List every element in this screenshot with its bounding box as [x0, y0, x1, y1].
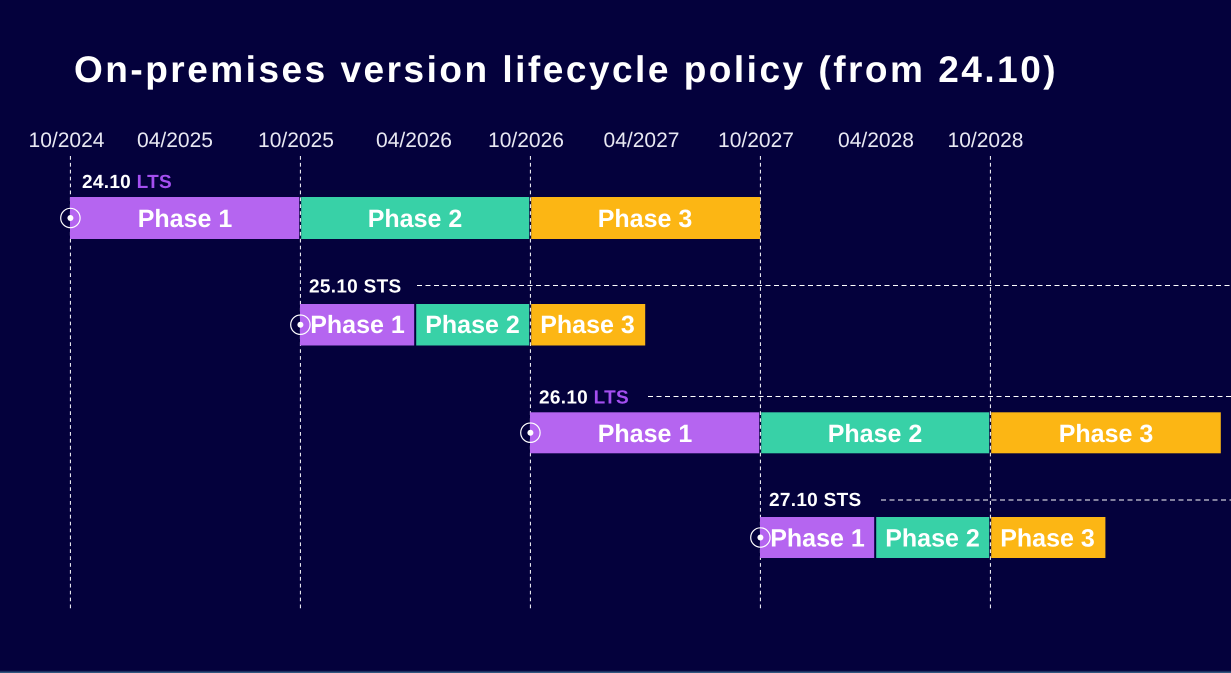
svg-text:Phase 2: Phase 2 — [828, 420, 923, 448]
svg-text:Phase 2: Phase 2 — [368, 205, 463, 233]
svg-text:24.10 LTS: 24.10 LTS — [82, 172, 172, 193]
svg-text:Phase 1: Phase 1 — [310, 311, 405, 339]
svg-text:Phase 3: Phase 3 — [1059, 420, 1154, 448]
svg-text:04/2028: 04/2028 — [838, 129, 914, 152]
svg-text:Phase 3: Phase 3 — [598, 205, 693, 233]
svg-text:10/2028: 10/2028 — [948, 129, 1024, 152]
svg-text:Phase 3: Phase 3 — [540, 311, 635, 339]
svg-text:04/2027: 04/2027 — [604, 129, 680, 152]
svg-text:Phase 1: Phase 1 — [598, 420, 693, 448]
svg-text:25.10 STS: 25.10 STS — [309, 277, 401, 298]
svg-text:Phase 2: Phase 2 — [425, 311, 520, 339]
svg-text:26.10 LTS: 26.10 LTS — [539, 388, 629, 409]
svg-text:On-premises version lifecycle: On-premises version lifecycle policy (fr… — [74, 49, 1058, 90]
svg-text:04/2026: 04/2026 — [376, 129, 452, 152]
svg-text:Phase 2: Phase 2 — [885, 525, 980, 553]
svg-text:10/2027: 10/2027 — [718, 129, 794, 152]
svg-text:Phase 3: Phase 3 — [1000, 525, 1095, 553]
svg-text:Phase 1: Phase 1 — [138, 205, 233, 233]
svg-text:10/2024: 10/2024 — [29, 129, 105, 152]
svg-text:04/2025: 04/2025 — [137, 129, 213, 152]
svg-text:Phase 1: Phase 1 — [770, 525, 865, 553]
svg-text:10/2025: 10/2025 — [258, 129, 334, 152]
svg-text:10/2026: 10/2026 — [488, 129, 564, 152]
svg-text:27.10 STS: 27.10 STS — [769, 490, 861, 511]
